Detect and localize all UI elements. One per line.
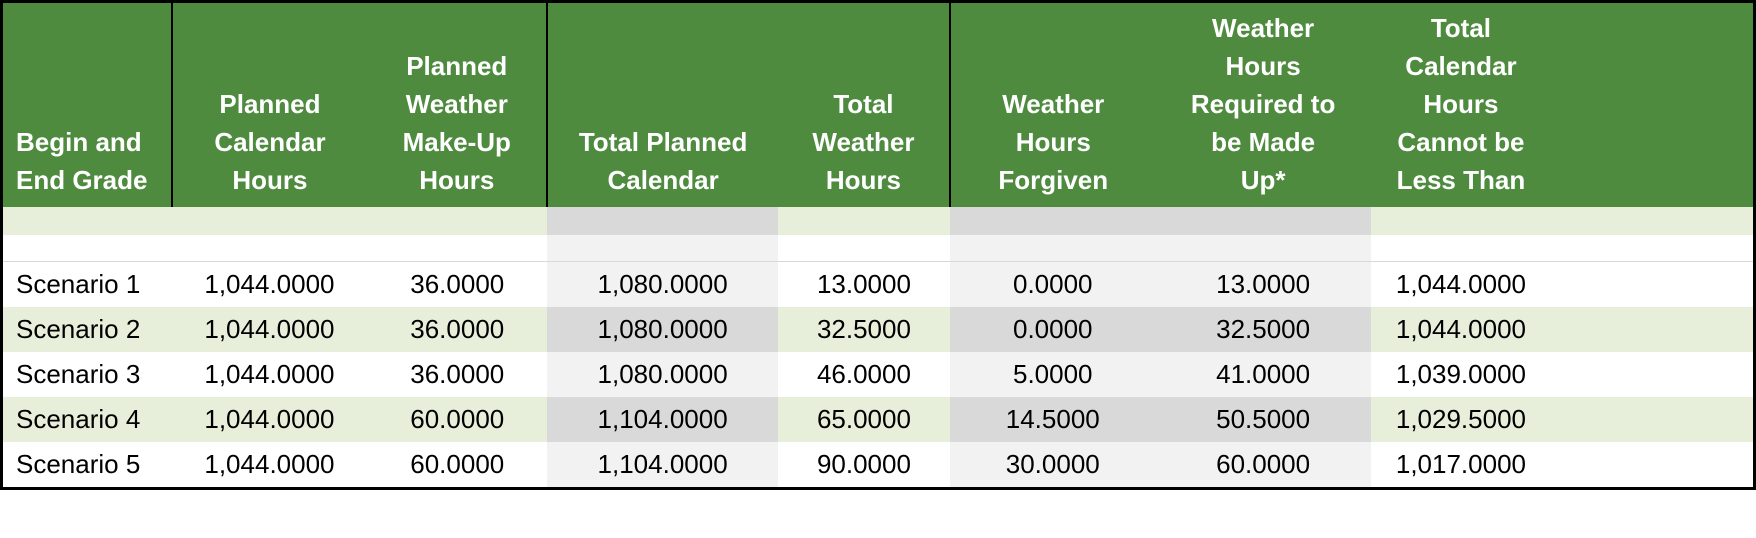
spacer-row-2-planned-weather-makeup-hours: [367, 235, 548, 262]
spacer-row-2-weather-hours-forgiven: [950, 235, 1156, 262]
scenario-row-5-planned-weather-makeup-hours: 60.0000: [367, 442, 548, 489]
scenario-row-3-planned-weather-makeup-hours: 36.0000: [367, 352, 548, 397]
column-header-weather-hours-forgiven: Weather Hours Forgiven: [949, 1, 1156, 207]
scenario-row-4-weather-hours-forgiven: 14.5000: [950, 397, 1156, 442]
scenario-row-2-weather-hours-forgiven: 0.0000: [950, 307, 1156, 352]
scenario-comparison-table: Begin and End Grade Planned Calendar Hour…: [0, 0, 1756, 490]
scenario-row-4-weather-hours-required-made-up: 50.5000: [1155, 397, 1371, 442]
scenario-row-5-weather-hours-forgiven: 30.0000: [950, 442, 1156, 489]
scenario-row-5-begin-end-grade: Scenario 5: [1, 442, 172, 489]
scenario-row-2: Scenario 2 1,044.0000 36.0000 1,080.0000 32.…: [1, 307, 1755, 352]
scenario-row-3-trailing-blank: [1551, 352, 1755, 397]
scenario-row-4-begin-end-grade: Scenario 4: [1, 397, 172, 442]
scenario-row-3-weather-hours-forgiven: 5.0000: [950, 352, 1156, 397]
scenario-row-3: Scenario 3 1,044.0000 36.0000 1,080.0000 46.…: [1, 352, 1755, 397]
scenario-row-1: Scenario 1 1,044.0000 36.0000 1,080.0000 13.…: [1, 261, 1755, 307]
spacer-row-1-planned-calendar-hours: [171, 207, 368, 235]
spacer-row-2-planned-calendar-hours: [171, 235, 368, 262]
scenario-row-5-trailing-blank: [1551, 442, 1755, 489]
scenario-row-4-planned-weather-makeup-hours: 60.0000: [367, 397, 548, 442]
scenario-row-4-total-planned-calendar: 1,104.0000: [547, 397, 778, 442]
scenario-row-4-total-weather-hours: 65.0000: [777, 397, 951, 442]
spacer-row-1-total-planned-calendar: [547, 207, 778, 235]
weather-hours-scenario-table: Begin and End Grade Planned Calendar Hour…: [0, 0, 1756, 490]
scenario-row-4-planned-calendar-hours: 1,044.0000: [171, 397, 368, 442]
spacer-row-2-total-calendar-hours-not-less-than: [1370, 235, 1552, 262]
scenario-row-4: Scenario 4 1,044.0000 60.0000 1,104.0000 65.…: [1, 397, 1755, 442]
scenario-row-5-planned-calendar-hours: 1,044.0000: [171, 442, 368, 489]
spacer-row-1-trailing-blank: [1551, 207, 1755, 235]
scenario-row-5-total-planned-calendar: 1,104.0000: [547, 442, 778, 489]
table-header-row: Begin and End Grade Planned Calendar Hour…: [1, 1, 1755, 207]
spacer-row-2-total-weather-hours: [777, 235, 951, 262]
spacer-row-2-begin-end-grade: [1, 235, 172, 262]
scenario-row-5-weather-hours-required-made-up: 60.0000: [1155, 442, 1371, 489]
spacer-row-1-total-calendar-hours-not-less-than: [1370, 207, 1552, 235]
spacer-row-1: [1, 207, 1755, 235]
scenario-row-5: Scenario 5 1,044.0000 60.0000 1,104.0000 90.…: [1, 442, 1755, 489]
scenario-row-4-total-calendar-hours-not-less-than: 1,029.5000: [1370, 397, 1552, 442]
spacer-row-1-weather-hours-forgiven: [950, 207, 1156, 235]
spacer-row-2-weather-hours-required-made-up: [1155, 235, 1371, 262]
spacer-row-2: [1, 235, 1755, 262]
scenario-row-2-total-weather-hours: 32.5000: [777, 307, 951, 352]
scenario-row-2-trailing-blank: [1551, 307, 1755, 352]
column-header-begin-end-grade: Begin and End Grade: [1, 1, 172, 207]
scenario-row-5-total-weather-hours: 90.0000: [777, 442, 951, 489]
scenario-row-3-weather-hours-required-made-up: 41.0000: [1155, 352, 1371, 397]
scenario-row-1-begin-end-grade: Scenario 1: [1, 261, 172, 307]
column-header-planned-weather-makeup-hours: Planned Weather Make-Up Hours: [367, 1, 548, 207]
column-header-trailing-blank: [1551, 1, 1755, 207]
column-header-total-calendar-hours-not-less-than: Total Calendar Hours Cannot be Less Than: [1370, 1, 1552, 207]
scenario-row-3-planned-calendar-hours: 1,044.0000: [171, 352, 368, 397]
spacer-row-1-begin-end-grade: [1, 207, 172, 235]
column-header-total-weather-hours: Total Weather Hours: [777, 1, 951, 207]
spacer-row-2-total-planned-calendar: [547, 235, 778, 262]
spacer-row-1-total-weather-hours: [777, 207, 951, 235]
scenario-row-5-total-calendar-hours-not-less-than: 1,017.0000: [1370, 442, 1552, 489]
scenario-row-3-total-weather-hours: 46.0000: [777, 352, 951, 397]
scenario-row-1-trailing-blank: [1551, 261, 1755, 307]
spacer-row-1-weather-hours-required-made-up: [1155, 207, 1371, 235]
scenario-row-3-total-planned-calendar: 1,080.0000: [547, 352, 778, 397]
scenario-row-2-planned-weather-makeup-hours: 36.0000: [367, 307, 548, 352]
spacer-row-2-trailing-blank: [1551, 235, 1755, 262]
scenario-row-3-begin-end-grade: Scenario 3: [1, 352, 172, 397]
scenario-row-2-begin-end-grade: Scenario 2: [1, 307, 172, 352]
scenario-row-2-planned-calendar-hours: 1,044.0000: [171, 307, 368, 352]
scenario-row-1-weather-hours-required-made-up: 13.0000: [1155, 261, 1371, 307]
scenario-row-1-planned-calendar-hours: 1,044.0000: [171, 261, 368, 307]
column-header-total-planned-calendar: Total Planned Calendar: [546, 1, 778, 207]
scenario-row-2-total-planned-calendar: 1,080.0000: [547, 307, 778, 352]
spacer-row-1-planned-weather-makeup-hours: [367, 207, 548, 235]
scenario-row-4-trailing-blank: [1551, 397, 1755, 442]
column-header-weather-hours-required-made-up: Weather Hours Required to be Made Up*: [1155, 1, 1371, 207]
scenario-row-2-weather-hours-required-made-up: 32.5000: [1155, 307, 1371, 352]
scenario-row-1-planned-weather-makeup-hours: 36.0000: [367, 261, 548, 307]
scenario-row-1-total-weather-hours: 13.0000: [777, 261, 951, 307]
scenario-row-2-total-calendar-hours-not-less-than: 1,044.0000: [1370, 307, 1552, 352]
scenario-row-1-total-planned-calendar: 1,080.0000: [547, 261, 778, 307]
scenario-row-3-total-calendar-hours-not-less-than: 1,039.0000: [1370, 352, 1552, 397]
scenario-row-1-weather-hours-forgiven: 0.0000: [950, 261, 1156, 307]
column-header-planned-calendar-hours: Planned Calendar Hours: [170, 1, 368, 207]
scenario-row-1-total-calendar-hours-not-less-than: 1,044.0000: [1370, 261, 1552, 307]
